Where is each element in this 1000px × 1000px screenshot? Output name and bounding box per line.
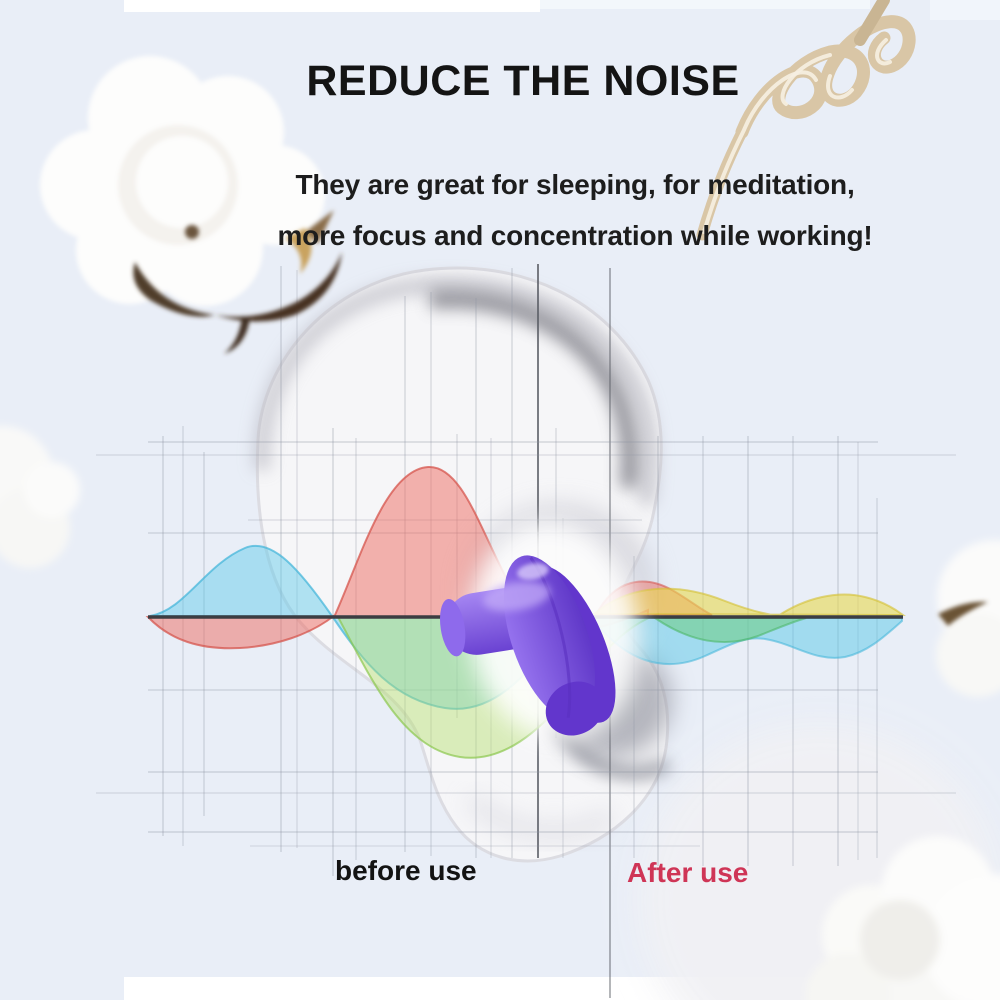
cotton-flower-left-edge	[0, 426, 80, 568]
cotton-cluster-bottom-right	[806, 836, 1000, 1000]
earplug-highlight-top	[517, 563, 549, 580]
top-white-strip-faint	[540, 0, 870, 9]
helix-fold-shading	[253, 276, 658, 507]
earplug-highlight	[482, 581, 551, 612]
cotton-bract-right	[938, 601, 988, 626]
page-title: REDUCE THE NOISE	[306, 56, 740, 105]
top-right-pale-corner	[930, 0, 1000, 20]
cotton-flower-right-edge	[936, 540, 1000, 697]
earplug-stem-cap	[439, 598, 466, 657]
ribbon-decoration	[696, 0, 916, 241]
cotton-flower-top-left	[40, 56, 342, 354]
cotton-bracts	[133, 210, 342, 354]
before-use-label: before use	[335, 855, 477, 886]
wave-cyan-small	[589, 617, 903, 665]
earplug-flange-curl	[545, 681, 604, 736]
subtitle-line-2: more focus and concentration while worki…	[277, 220, 873, 251]
earlobe-shading	[465, 794, 616, 839]
subtitle-line-1: They are great for sleeping, for meditat…	[295, 169, 855, 200]
top-white-strip	[124, 0, 540, 12]
helix-dark-crescent	[429, 290, 639, 490]
earplug-image	[439, 521, 641, 741]
after-use-label: After use	[627, 857, 749, 888]
wave-green-small	[651, 617, 807, 643]
